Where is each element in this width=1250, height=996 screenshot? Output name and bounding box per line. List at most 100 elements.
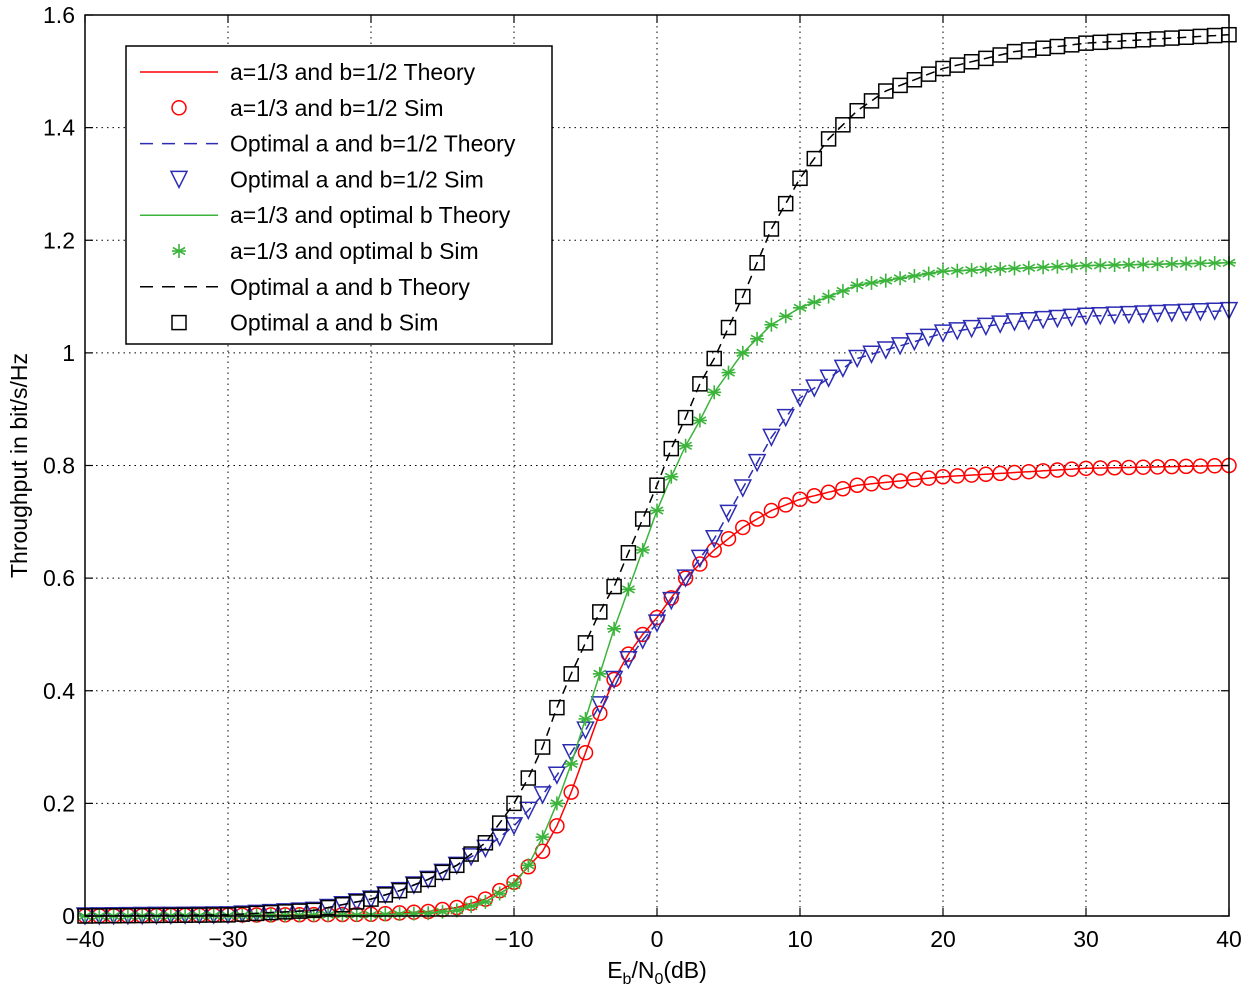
legend-label: Optimal a and b=1/2 Theory: [230, 131, 516, 157]
sim-marker: [905, 332, 924, 352]
sim-marker: [504, 817, 524, 836]
x-tick-label: −10: [494, 926, 533, 952]
sim-marker: [1136, 257, 1151, 272]
sim-marker: [720, 319, 737, 336]
x-label-sub2: 0: [654, 971, 663, 988]
sim-marker: [649, 477, 665, 493]
sim-marker: [604, 670, 624, 690]
sim-marker: [707, 385, 722, 400]
sim-marker: [476, 839, 495, 859]
sim-marker: [335, 907, 350, 922]
sim-marker: [719, 504, 738, 524]
legend-label: Optimal a and b Theory: [230, 274, 470, 300]
sim-marker: [619, 651, 638, 670]
legend-label: Optimal a and b Sim: [230, 310, 438, 336]
sim-marker: [677, 409, 694, 426]
sim-marker: [606, 578, 622, 595]
sim-marker: [976, 317, 996, 337]
sim-marker: [776, 408, 795, 428]
sim-marker: [361, 890, 381, 909]
sim-marker: [1050, 259, 1065, 274]
sim-marker: [449, 903, 464, 918]
sim-marker: [1207, 256, 1222, 271]
sim-marker: [850, 278, 865, 293]
sim-marker: [1105, 306, 1124, 325]
sim-marker: [978, 262, 993, 277]
x-label-sub1: b: [623, 971, 632, 988]
sim-marker: [819, 369, 838, 388]
y-tick-label: 0.6: [43, 565, 75, 591]
sim-marker: [806, 488, 823, 504]
sim-marker: [449, 857, 465, 874]
sim-marker: [1019, 312, 1039, 331]
sim-marker: [318, 898, 338, 918]
sim-marker: [577, 744, 594, 761]
sim-marker: [549, 796, 564, 811]
sim-marker: [964, 263, 979, 278]
y-tick-label: 1.4: [43, 115, 75, 141]
x-tick-label: −20: [351, 926, 390, 952]
x-tick-label: −40: [65, 926, 104, 952]
sim-marker: [1150, 257, 1165, 272]
sim-marker: [592, 705, 608, 722]
sim-marker: [563, 784, 579, 800]
sim-marker: [835, 480, 851, 497]
sim-marker: [533, 786, 552, 805]
y-tick-label: 0.4: [43, 678, 75, 704]
legend-marker-swatch: [171, 314, 187, 331]
legend-marker-swatch: [169, 170, 189, 190]
sim-marker: [1093, 258, 1108, 273]
sim-marker: [404, 876, 424, 895]
sim-marker: [792, 491, 808, 508]
sim-marker: [577, 635, 594, 651]
sim-marker: [535, 830, 550, 845]
theory-line: [85, 309, 1230, 917]
sim-marker: [1164, 256, 1179, 271]
legend-entry-optimal-a-and-b-1-2-theory: Optimal a and b=1/2 Theory: [140, 131, 516, 157]
y-tick-label: 0.2: [43, 790, 75, 816]
sim-marker: [1021, 260, 1036, 275]
legend-label: a=1/3 and b=1/2 Sim: [230, 95, 444, 121]
sim-marker: [1076, 307, 1096, 326]
sim-marker: [962, 319, 981, 339]
sim-marker: [933, 324, 953, 343]
sim-marker: [777, 497, 794, 513]
sim-marker: [1007, 261, 1022, 276]
sim-marker: [735, 519, 751, 536]
sim-marker: [1005, 313, 1024, 332]
legend-entry-optimal-a-and-b-sim: Optimal a and b Sim: [171, 310, 438, 336]
sim-marker: [447, 856, 467, 875]
legend-box: [125, 45, 553, 345]
legend-entry-a-1-3-and-b-1-2-theory: a=1/3 and b=1/2 Theory: [140, 59, 476, 85]
sim-marker: [835, 283, 850, 298]
sim-marker: [534, 739, 551, 755]
x-label-mid: /N: [631, 957, 654, 983]
sim-marker: [333, 895, 352, 915]
sim-marker: [621, 582, 636, 597]
sim-marker: [633, 631, 652, 650]
sim-marker: [948, 322, 967, 341]
y-axis-label: Throughput in bit/s/Hz: [6, 353, 32, 578]
legend-label: a=1/3 and optimal b Sim: [230, 238, 479, 264]
sim-marker: [1121, 257, 1136, 272]
sim-marker: [607, 621, 622, 636]
sim-marker: [521, 858, 536, 873]
grid: [85, 15, 1229, 916]
sim-marker: [690, 549, 710, 569]
sim-marker: [1191, 303, 1210, 322]
x-tick-label: −30: [208, 926, 247, 952]
legend-marker-swatch: [172, 244, 186, 258]
sim-marker: [735, 345, 750, 360]
sim-marker: [635, 542, 650, 557]
legend-entry-a-1-3-and-b-1-2-sim: a=1/3 and b=1/2 Sim: [171, 95, 444, 121]
sim-marker: [433, 863, 452, 883]
sim-marker: [790, 389, 810, 408]
legend-entry-a-1-3-and-optimal-b-sim: a=1/3 and optimal b Sim: [172, 238, 479, 264]
sim-marker: [849, 102, 865, 119]
sim-marker: [820, 131, 837, 147]
sim-marker: [733, 479, 753, 498]
y-tick-label: 1.6: [43, 2, 75, 28]
sim-marker: [478, 894, 493, 909]
sim-marker: [278, 908, 293, 923]
